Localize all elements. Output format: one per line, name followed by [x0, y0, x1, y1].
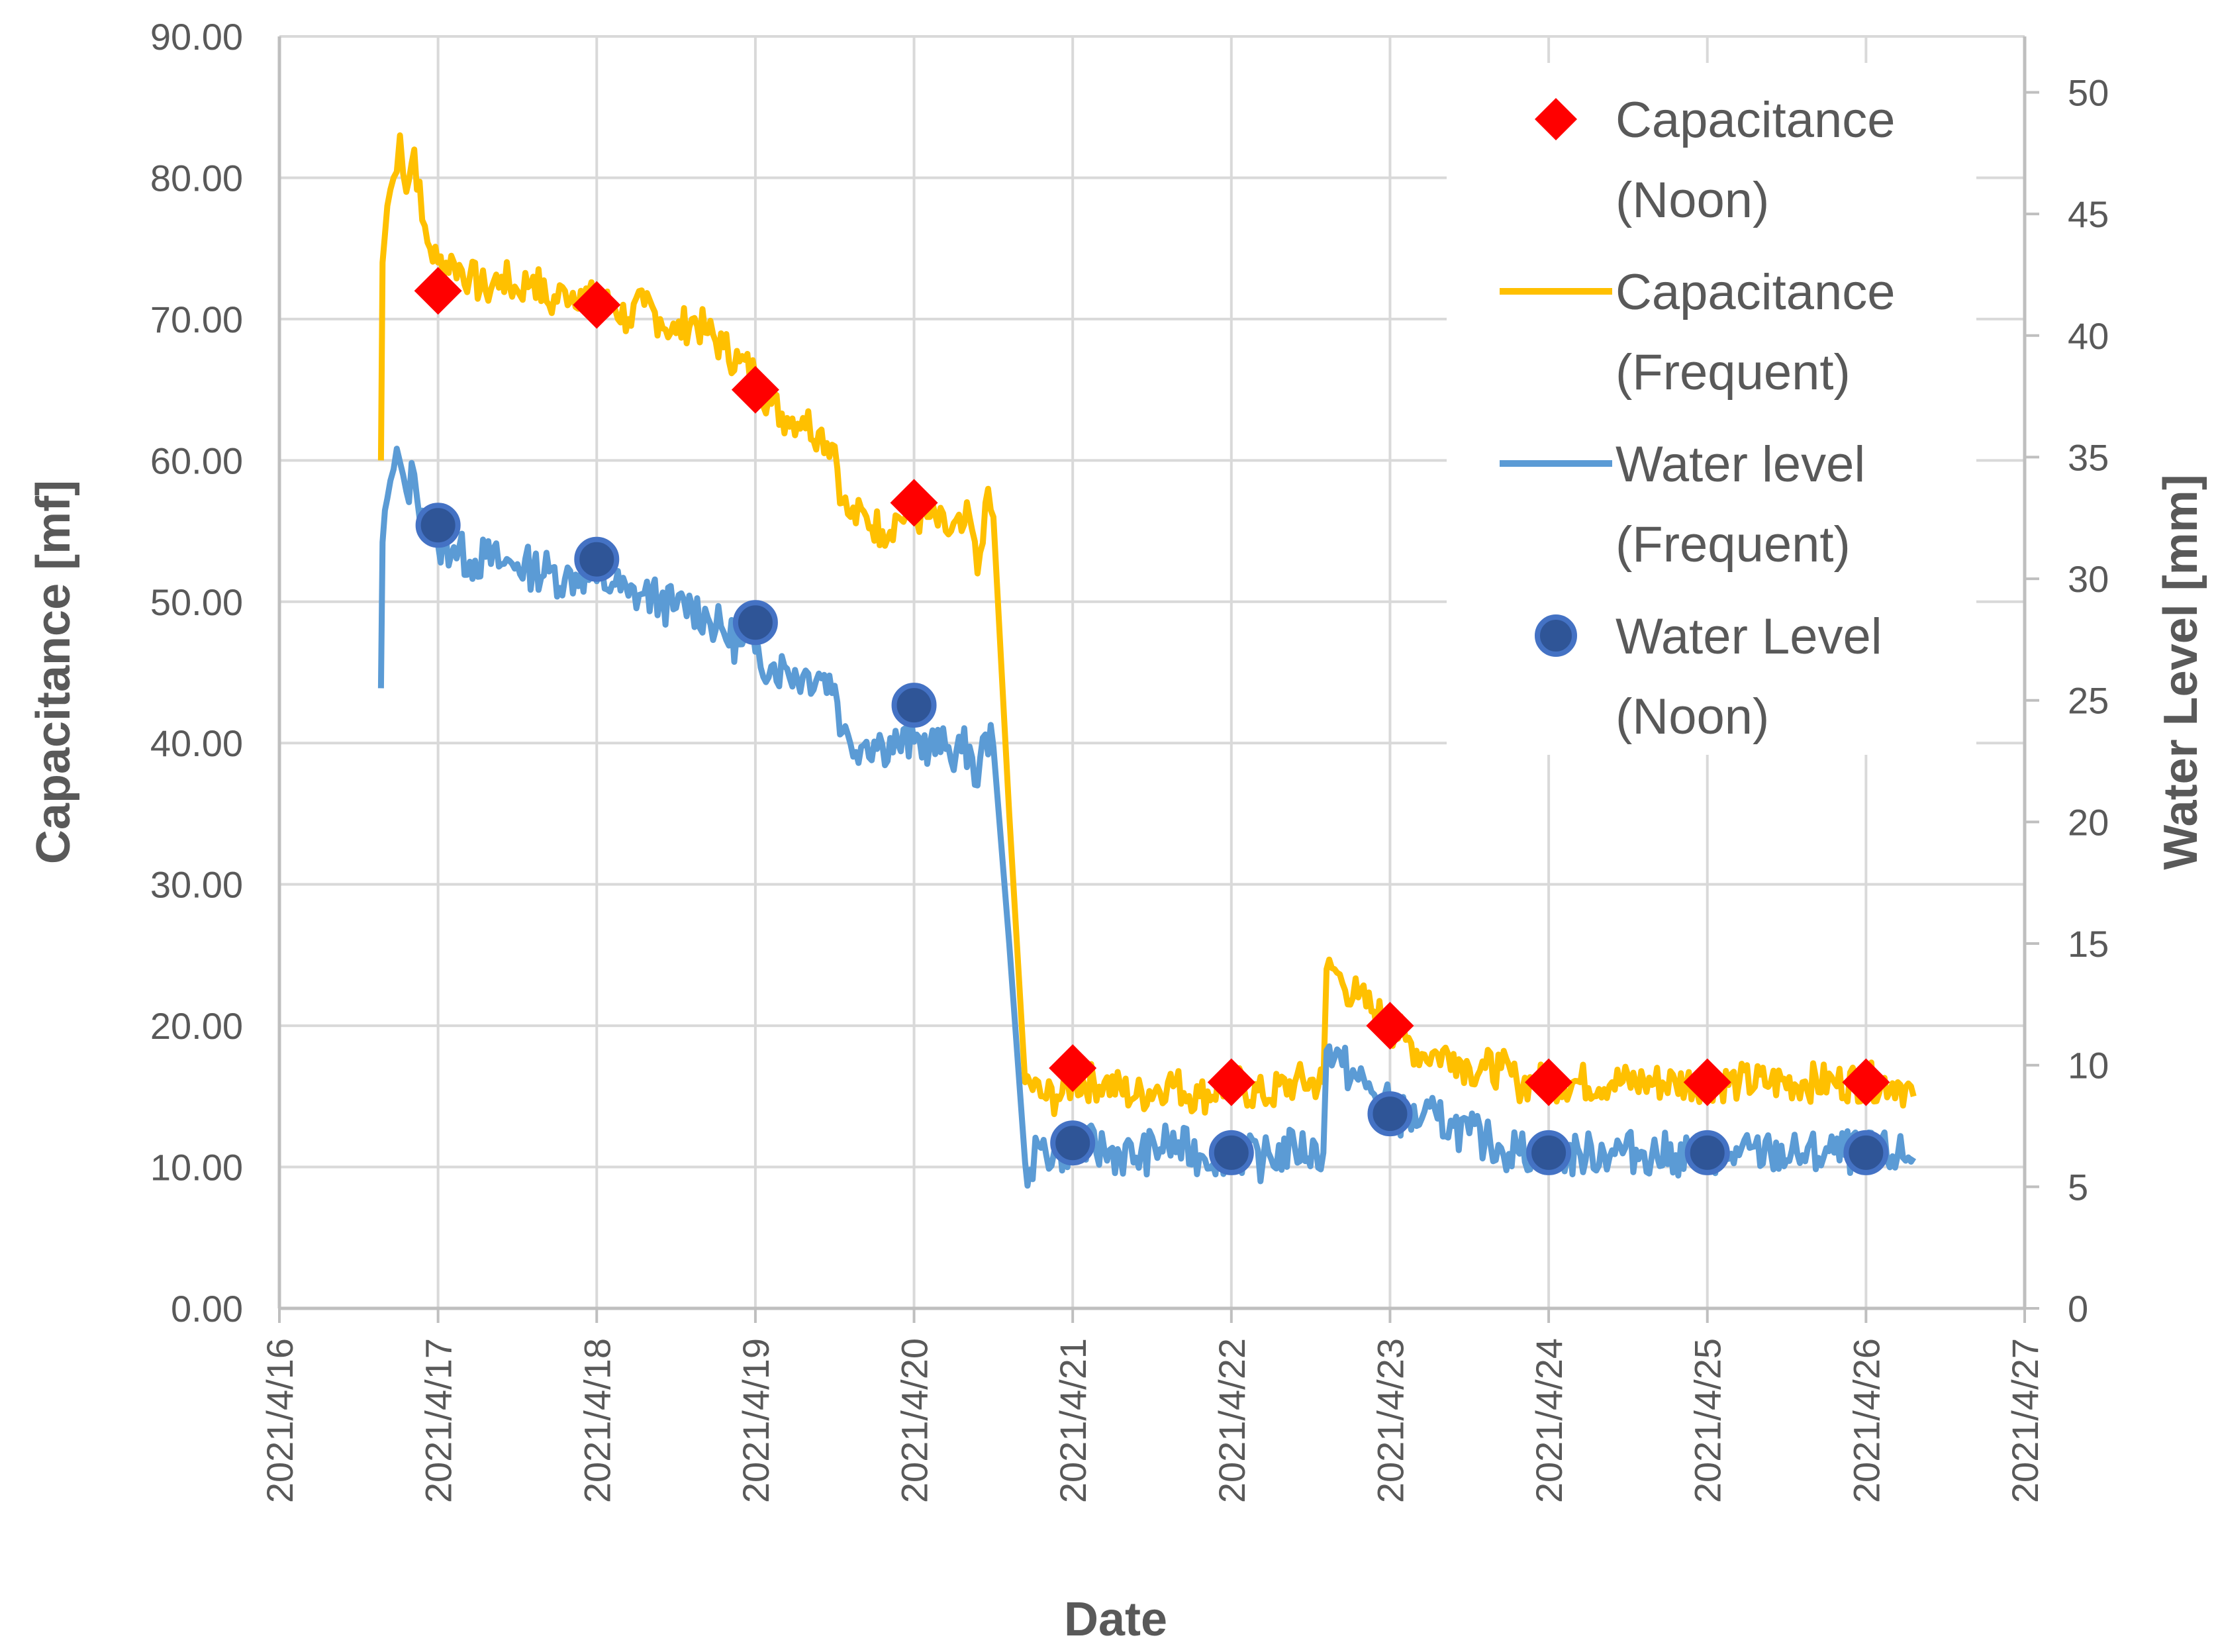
x-tick-label: 2021/4/18	[576, 1338, 618, 1503]
legend-diamond-icon	[1535, 98, 1577, 140]
x-tick-label: 2021/4/24	[1528, 1338, 1570, 1503]
capacitance-noon-point	[890, 479, 938, 527]
y2-tick-label: 30	[2068, 558, 2109, 600]
water-level-noon-point	[1208, 1130, 1254, 1175]
legend-circle-icon	[1535, 614, 1577, 657]
y2-tick-label: 5	[2068, 1166, 2088, 1208]
water-level-noon-point	[415, 503, 461, 548]
x-axis-title: Date	[1064, 1593, 1167, 1646]
legend-label: Capacitance	[1615, 264, 1896, 320]
water-level-noon-point	[891, 683, 937, 728]
y2-tick-label: 0	[2068, 1288, 2088, 1330]
y2-tick-label: 50	[2068, 72, 2109, 113]
y-tick-label: 90.00	[150, 16, 243, 58]
water-level-noon-point	[732, 600, 778, 646]
legend-label: Water Level	[1615, 608, 1882, 665]
capacitance-noon-point	[731, 365, 779, 414]
series-line-capacitance-frequent-	[377, 132, 1917, 1118]
capacitance-noon-point	[1207, 1058, 1255, 1106]
x-tick-label: 2021/4/17	[418, 1338, 459, 1503]
y-tick-label: 70.00	[150, 299, 243, 340]
x-tick-label: 2021/4/25	[1687, 1338, 1729, 1503]
capacitance-noon-point	[1525, 1058, 1573, 1106]
legend-sublabel: (Frequent)	[1615, 344, 1851, 401]
legend-label: Capacitance	[1615, 92, 1896, 148]
series-markers	[414, 267, 1890, 1175]
y-tick-label: 20.00	[150, 1005, 243, 1047]
y-tick-label: 30.00	[150, 864, 243, 906]
left-y-ticks: 0.00 10.00 20.00 30.00 40.00 50.00 60.00 70.00 8…	[150, 16, 243, 1330]
y2-tick-label: 15	[2068, 923, 2109, 965]
x-tick-label: 2021/4/19	[735, 1338, 777, 1503]
capacitance-noon-point	[1049, 1044, 1097, 1093]
capacitance-noon-point	[414, 267, 462, 315]
right-y-ticks: 0 5 10 15 20 25 30 35 40 45 50	[2025, 72, 2109, 1330]
legend-label: Water level	[1615, 436, 1865, 493]
series-lines	[377, 132, 1917, 1189]
legend: Capacitance (Noon) Capacitance (Frequent) Wa…	[1500, 92, 1896, 745]
water-level-noon-point	[1050, 1120, 1096, 1166]
water-level-noon-point	[1367, 1091, 1413, 1137]
x-tick-label: 2021/4/16	[259, 1338, 301, 1503]
y-tick-label: 80.00	[150, 157, 243, 199]
series-line-water-level-frequent-	[377, 446, 1917, 1189]
x-tick-label: 2021/4/23	[1369, 1338, 1411, 1503]
y-tick-label: 40.00	[150, 722, 243, 764]
y-tick-label: 10.00	[150, 1147, 243, 1189]
y2-tick-label: 35	[2068, 436, 2109, 478]
capacitance-noon-point	[1366, 1002, 1414, 1050]
y2-tick-label: 20	[2068, 801, 2109, 843]
water-level-noon-point	[1684, 1130, 1730, 1175]
legend-sublabel: (Noon)	[1615, 689, 1769, 745]
x-tick-label: 2021/4/21	[1052, 1338, 1094, 1503]
y2-tick-label: 10	[2068, 1045, 2109, 1087]
y-tick-label: 50.00	[150, 581, 243, 623]
y-axis-title: Capacitance [mf]	[27, 480, 80, 864]
y-tick-label: 60.00	[150, 440, 243, 481]
legend-sublabel: (Frequent)	[1615, 516, 1851, 573]
y2-tick-label: 45	[2068, 193, 2109, 235]
capacitance-noon-point	[1842, 1058, 1890, 1106]
plot-area	[277, 36, 2027, 1310]
y-tick-label: 0.00	[171, 1288, 243, 1330]
y2-tick-label: 25	[2068, 680, 2109, 722]
capacitance-noon-point	[1683, 1058, 1731, 1106]
capacitance-noon-point	[573, 281, 621, 329]
x-tick-label: 2021/4/26	[1845, 1338, 1887, 1503]
water-level-noon-point	[574, 536, 620, 582]
x-tick-label: 2021/4/22	[1211, 1338, 1253, 1503]
legend-box	[1447, 63, 1976, 755]
legend-sublabel: (Noon)	[1615, 172, 1769, 228]
water-level-noon-point	[1526, 1130, 1572, 1175]
water-level-noon-point	[1843, 1130, 1889, 1175]
y2-axis-title: Water Level [mm]	[2154, 474, 2207, 869]
x-ticks: 2021/4/16 2021/4/17 2021/4/18 2021/4/19 2021…	[259, 1308, 2046, 1503]
x-tick-label: 2021/4/27	[2004, 1338, 2046, 1503]
y2-tick-label: 40	[2068, 315, 2109, 357]
x-tick-label: 2021/4/20	[894, 1338, 936, 1503]
